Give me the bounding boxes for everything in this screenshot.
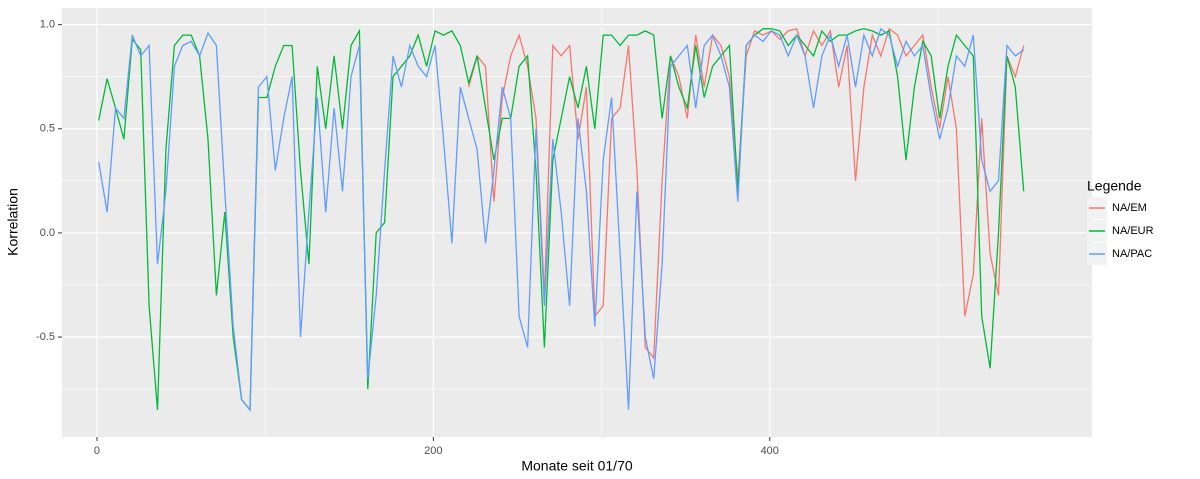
y-axis-title: Korrelation <box>5 188 21 256</box>
y-tick-label: 0.5 <box>40 123 55 135</box>
legend-label: NA/EUR <box>1112 225 1154 237</box>
series-line <box>98 27 1025 412</box>
x-axis-title: Monate seit 01/70 <box>521 458 633 474</box>
x-tick-label: 200 <box>424 445 442 457</box>
legend-title: Legende <box>1087 178 1142 194</box>
legend-label: NA/EM <box>1112 202 1147 214</box>
legend-label: NA/PAC <box>1112 248 1152 260</box>
panel <box>62 8 1092 437</box>
x-tick-label: 400 <box>761 445 779 457</box>
y-tick-label: 0.0 <box>40 227 55 239</box>
x-tick-label: 0 <box>94 445 100 457</box>
y-tick-label: 1.0 <box>40 19 55 31</box>
y-tick-label: -0.5 <box>36 331 55 343</box>
